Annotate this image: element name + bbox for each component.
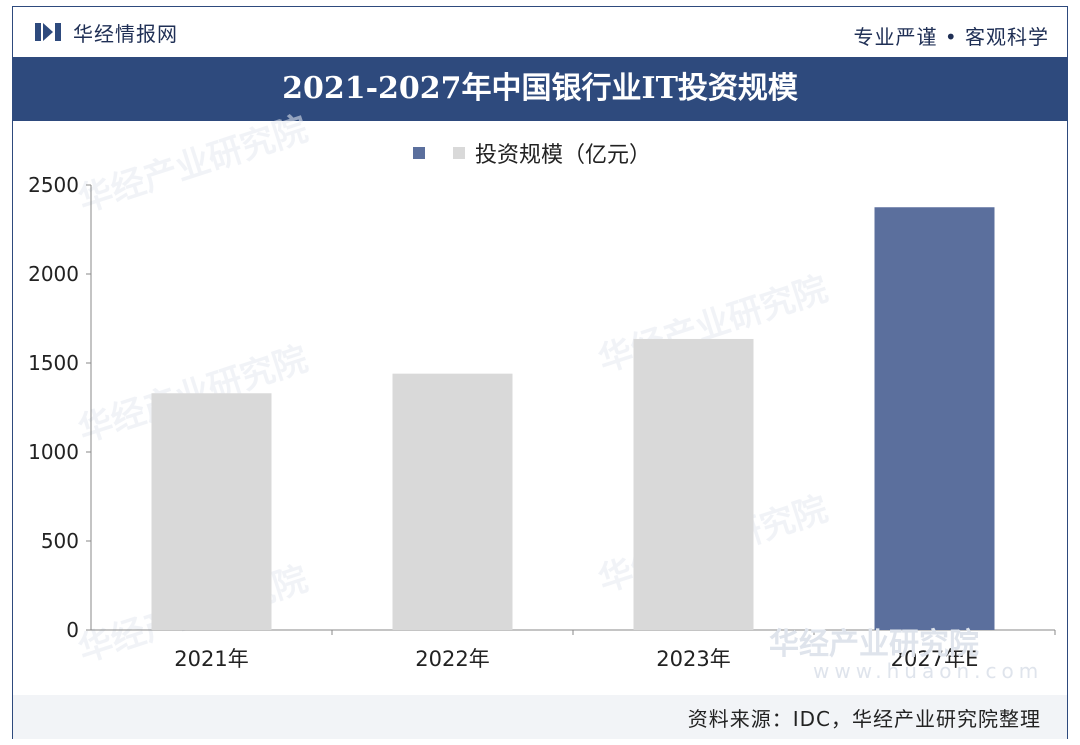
bar [874,207,995,630]
legend-swatch-default [453,147,465,159]
source-text: 资料来源：IDC，华经产业研究院整理 [687,707,1041,731]
y-tick-label: 500 [41,529,79,553]
brand: 华经情报网 [35,19,178,46]
chart-title: 2021-2027年中国银行业IT投资规模 [282,71,798,106]
header: 华经情报网 专业严谨 • 客观科学 [13,7,1067,57]
legend: 投资规模（亿元） [413,137,651,169]
y-tick-label: 0 [66,618,79,642]
brand-logo-icon [35,23,61,41]
title-bar: 2021-2027年中国银行业IT投资规模 [13,57,1067,121]
bar [633,338,754,630]
y-tick-label: 2500 [28,173,79,197]
chart-frame: 华经情报网 专业严谨 • 客观科学 2021-2027年中国银行业IT投资规模 … [12,6,1068,739]
legend-label: 投资规模（亿元） [475,143,652,168]
watermark-logo-text: 华经产业研究院 [769,627,979,662]
source-bar: 资料来源：IDC，华经产业研究院整理 [13,695,1067,739]
brand-name: 华经情报网 [73,21,178,46]
x-tick-label: 2027年E [891,647,979,671]
motto: 专业严谨 • 客观科学 [853,25,1049,49]
bar [151,393,272,630]
x-tick-label: 2023年 [656,647,730,671]
legend-swatch-highlight [413,147,425,159]
bar [392,373,513,630]
x-tick-label: 2021年 [174,647,248,671]
y-tick-label: 1500 [28,351,79,375]
x-tick-label: 2022年 [415,647,489,671]
watermark-url: www.huaon.com [813,659,1044,683]
y-tick-label: 1000 [28,440,79,464]
bar-chart: 0 500 1000 1500 2000 2500 2021年 2022年 2023年 2027年… [28,173,1056,671]
y-tick-label: 2000 [28,262,79,286]
